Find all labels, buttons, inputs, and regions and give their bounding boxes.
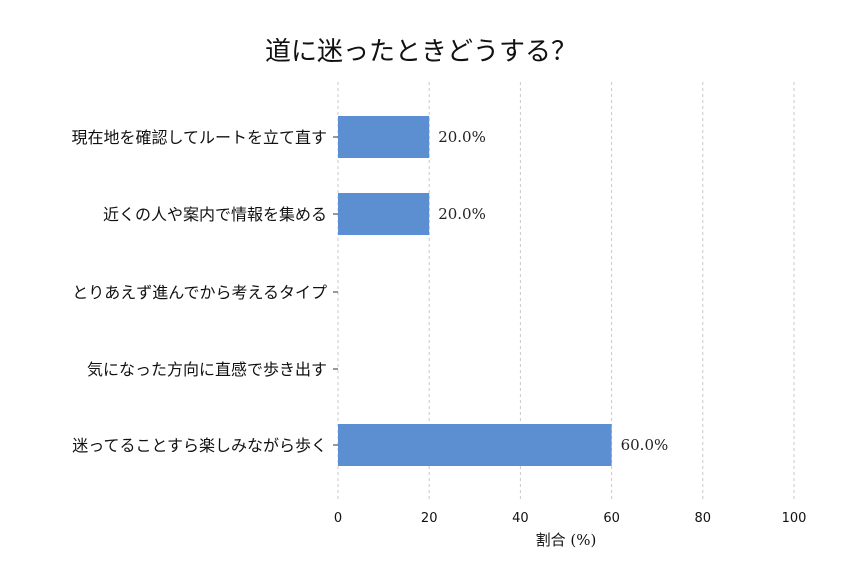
value-label: 60.0% <box>621 436 669 454</box>
category-label: 近くの人や案内で情報を集める <box>103 205 327 224</box>
bar <box>338 193 430 235</box>
category-label: とりあえず進んでから考えるタイプ <box>72 283 327 302</box>
bar <box>338 424 612 466</box>
bar <box>338 116 430 158</box>
x-tick-label: 100 <box>782 511 807 526</box>
x-axis-label: 割合 (%) <box>536 531 597 549</box>
chart-title: 道に迷ったときどうする？ <box>265 37 577 67</box>
x-tick-label: 80 <box>695 511 712 526</box>
category-label: 迷ってることすら楽しみながら歩く <box>72 436 327 455</box>
x-tick-label: 40 <box>512 511 529 526</box>
x-tick-label: 0 <box>334 511 342 526</box>
x-tick-label: 60 <box>603 511 620 526</box>
category-labels: 現在地を確認してルートを立て直す近くの人や案内で情報を集めるとりあえず進んでから… <box>71 128 338 455</box>
x-tick-label: 20 <box>421 511 438 526</box>
x-axis-ticks: 0 20 40 60 80 100 <box>334 511 807 526</box>
value-label: 20.0% <box>438 205 486 223</box>
value-label: 20.0% <box>438 128 486 146</box>
bars: 20.0% 20.0% 60.0% <box>338 116 668 466</box>
category-label: 現在地を確認してルートを立て直す <box>71 128 327 147</box>
category-label: 気になった方向に直感で歩き出す <box>87 360 327 379</box>
